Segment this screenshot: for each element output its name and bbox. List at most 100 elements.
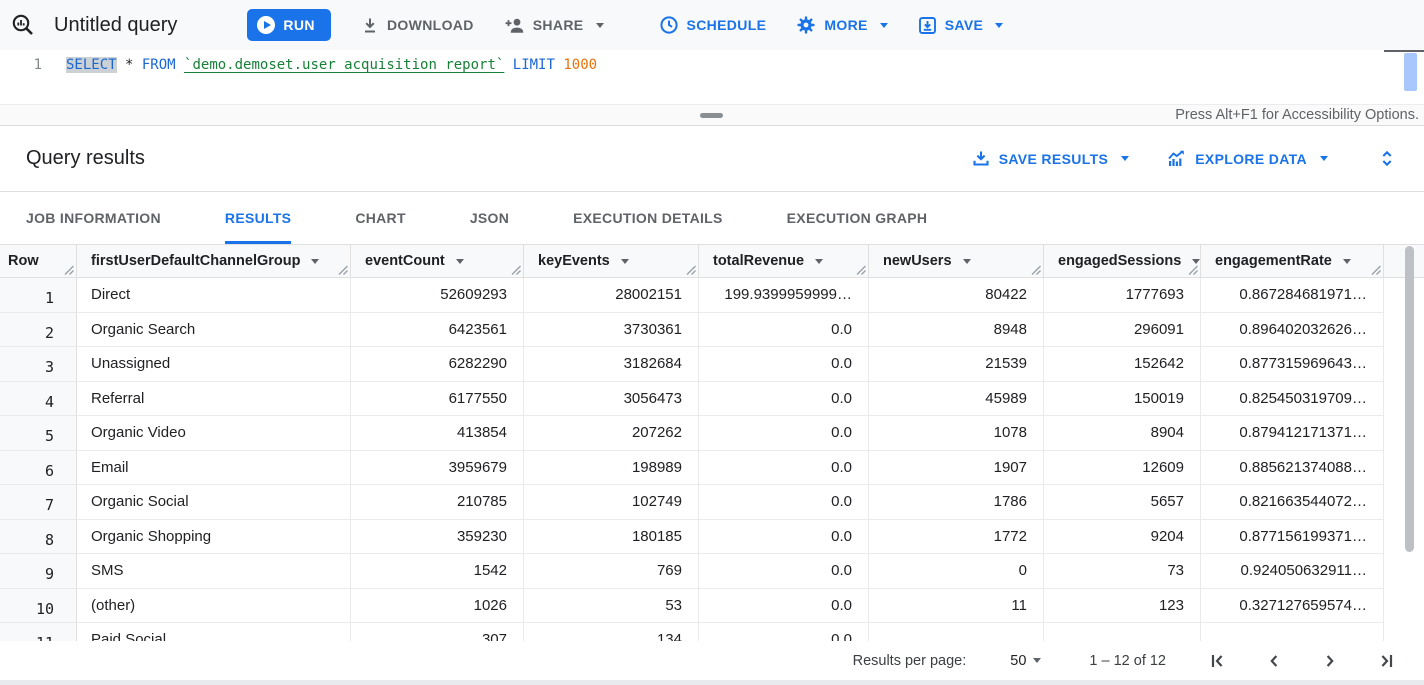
save-results-button[interactable]: SAVE RESULTS bbox=[972, 150, 1130, 167]
previous-page-button[interactable] bbox=[1262, 649, 1286, 673]
column-resize-handle-icon[interactable] bbox=[1371, 265, 1381, 275]
sort-caret-icon[interactable] bbox=[455, 258, 464, 264]
save-icon bbox=[918, 16, 937, 35]
table-cell: 0.0 bbox=[699, 450, 869, 485]
column-resize-handle-icon[interactable] bbox=[511, 265, 521, 275]
tab-execution-graph[interactable]: EXECUTION GRAPH bbox=[786, 210, 928, 226]
row-number-cell: 6 bbox=[0, 450, 77, 485]
table-cell: 0.0 bbox=[699, 519, 869, 554]
table-cell: 3056473 bbox=[524, 381, 699, 416]
tab-chart[interactable]: CHART bbox=[355, 210, 406, 226]
table-cell: 0.0 bbox=[699, 485, 869, 520]
table-cell: 0 bbox=[869, 554, 1044, 589]
column-header-Row[interactable]: Row bbox=[0, 245, 77, 277]
more-button[interactable]: MORE bbox=[796, 15, 888, 35]
chevron-down-icon bbox=[995, 22, 1004, 28]
table-cell: Organic Video bbox=[77, 416, 351, 451]
table-cell: 3730361 bbox=[524, 312, 699, 347]
table-cell: 0.877315969643… bbox=[1201, 347, 1384, 382]
editor-scrollbar-thumb[interactable] bbox=[1404, 53, 1417, 91]
line-number: 1 bbox=[33, 57, 42, 73]
table-row: 7 Organic Social 210785 102749 0.0 1786 5657 0.… bbox=[0, 485, 1424, 520]
table-cell: 11 bbox=[869, 588, 1044, 623]
expand-collapse-panel-icon[interactable] bbox=[1378, 149, 1396, 168]
table-cell: 0.0 bbox=[699, 588, 869, 623]
results-table: Row firstUserDefaultChannelGroup eventCoun… bbox=[0, 245, 1424, 641]
horizontal-scrollbar[interactable] bbox=[0, 680, 1424, 685]
table-cell: 6423561 bbox=[351, 312, 524, 347]
sort-caret-icon[interactable] bbox=[962, 258, 971, 264]
table-cell: 199.9399959999… bbox=[699, 278, 869, 313]
column-header-firstUserDefaultChannelGroup[interactable]: firstUserDefaultChannelGroup bbox=[77, 245, 351, 277]
table-cell: 0.821663544072… bbox=[1201, 485, 1384, 520]
explore-data-button[interactable]: EXPLORE DATA bbox=[1167, 150, 1328, 167]
table-cell: 0.896402032626… bbox=[1201, 312, 1384, 347]
table-header-row: Row firstUserDefaultChannelGroup eventCoun… bbox=[0, 245, 1424, 278]
chevron-down-icon bbox=[1121, 156, 1130, 161]
tab-job-information[interactable]: JOB INFORMATION bbox=[26, 210, 161, 226]
column-resize-handle-icon[interactable] bbox=[338, 265, 348, 275]
tab-results[interactable]: RESULTS bbox=[224, 192, 292, 244]
table-cell: 0.327127659574… bbox=[1201, 588, 1384, 623]
table-cell: 1772 bbox=[869, 519, 1044, 554]
download-button[interactable]: DOWNLOAD bbox=[361, 17, 474, 34]
table-row: 5 Organic Video 413854 207262 0.0 1078 8904 0.8… bbox=[0, 416, 1424, 451]
table-cell bbox=[1044, 623, 1201, 641]
table-cell: 180185 bbox=[524, 519, 699, 554]
page-size-select[interactable]: 50 bbox=[1010, 653, 1042, 669]
column-resize-handle-icon[interactable] bbox=[856, 265, 866, 275]
column-header-engagementRate[interactable]: engagementRate bbox=[1201, 245, 1384, 277]
table-cell: 0.0 bbox=[699, 554, 869, 589]
sort-caret-icon[interactable] bbox=[1192, 258, 1201, 264]
save-results-label: SAVE RESULTS bbox=[998, 150, 1109, 167]
table-cell: 9204 bbox=[1044, 519, 1201, 554]
table-cell: 8948 bbox=[869, 312, 1044, 347]
table-cell: Direct bbox=[77, 278, 351, 313]
results-per-page-label: Results per page: bbox=[852, 652, 967, 669]
column-resize-handle-icon[interactable] bbox=[1031, 265, 1041, 275]
table-cell: 3959679 bbox=[351, 450, 524, 485]
sql-editor[interactable]: 1 SELECT * FROM `demo.demoset.user_acqui… bbox=[0, 50, 1424, 104]
table-cell: 5657 bbox=[1044, 485, 1201, 520]
sort-caret-icon[interactable] bbox=[815, 258, 824, 264]
column-header-newUsers[interactable]: newUsers bbox=[869, 245, 1044, 277]
first-page-button[interactable] bbox=[1206, 649, 1230, 673]
column-resize-handle-icon[interactable] bbox=[64, 265, 74, 275]
row-number-cell: 5 bbox=[0, 416, 77, 451]
next-page-button[interactable] bbox=[1318, 649, 1342, 673]
tab-execution-details[interactable]: EXECUTION DETAILS bbox=[573, 210, 723, 226]
sql-code-line[interactable]: SELECT * FROM `demo.demoset.user_acquisi… bbox=[66, 50, 597, 104]
schedule-button[interactable]: SCHEDULE bbox=[659, 15, 767, 35]
column-header-totalRevenue[interactable]: totalRevenue bbox=[699, 245, 869, 277]
save-button[interactable]: SAVE bbox=[918, 16, 1004, 35]
sort-caret-icon[interactable] bbox=[311, 258, 320, 264]
column-header-engagedSessions[interactable]: engagedSessions bbox=[1044, 245, 1201, 277]
table-cell: 0.885621374088… bbox=[1201, 450, 1384, 485]
results-tabs: JOB INFORMATION RESULTS CHART JSON EXECUTION… bbox=[0, 192, 1424, 245]
table-cell: 53 bbox=[524, 588, 699, 623]
column-header-eventCount[interactable]: eventCount bbox=[351, 245, 524, 277]
chevron-down-icon bbox=[595, 22, 604, 28]
sort-caret-icon[interactable] bbox=[620, 258, 629, 264]
sort-caret-icon[interactable] bbox=[1342, 258, 1351, 264]
results-header: Query results SAVE RESULTS bbox=[0, 126, 1424, 192]
splitter-bar[interactable]: Press Alt+F1 for Accessibility Options. bbox=[0, 104, 1424, 126]
drag-handle-icon[interactable] bbox=[700, 113, 723, 118]
column-header-keyEvents[interactable]: keyEvents bbox=[524, 245, 699, 277]
table-scrollbar-thumb[interactable] bbox=[1405, 246, 1414, 552]
sql-table-reference[interactable]: `demo.demoset.user_acquisition_report` bbox=[184, 57, 505, 73]
share-button[interactable]: SHARE bbox=[504, 16, 604, 34]
page-range-label: 1 – 12 of 12 bbox=[1089, 652, 1166, 669]
table-cell: Organic Social bbox=[77, 485, 351, 520]
column-resize-handle-icon[interactable] bbox=[686, 265, 696, 275]
column-resize-handle-icon[interactable] bbox=[1188, 265, 1198, 275]
tab-json[interactable]: JSON bbox=[469, 210, 510, 226]
run-button[interactable]: RUN bbox=[247, 9, 331, 41]
table-cell: 1907 bbox=[869, 450, 1044, 485]
table-cell: 6282290 bbox=[351, 347, 524, 382]
table-cell: 8904 bbox=[1044, 416, 1201, 451]
last-page-button[interactable] bbox=[1374, 649, 1398, 673]
table-cell: Paid Social bbox=[77, 623, 351, 641]
